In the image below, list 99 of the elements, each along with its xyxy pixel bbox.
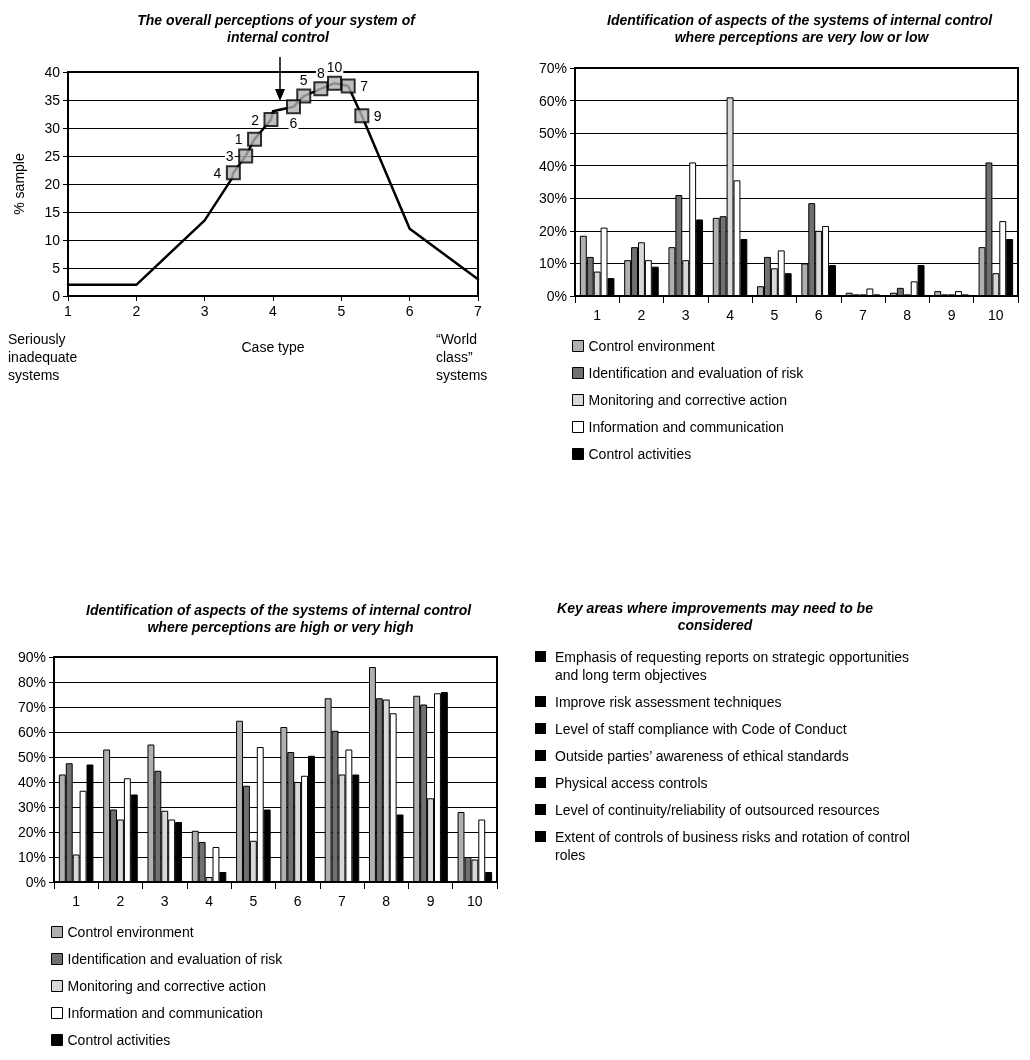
x-tick-label: 5 <box>770 307 779 323</box>
x-tick-label: 3 <box>160 893 169 909</box>
point <box>354 108 370 124</box>
chart-title: Identification of aspects of the systems of internal control where perceptions are high or very high <box>86 601 475 635</box>
annotation: 6 <box>289 114 298 131</box>
annotation: 9 <box>373 107 382 124</box>
text: Key areas where improvements may need to be considered <box>556 600 874 634</box>
y-tick-label: 50% <box>17 749 46 765</box>
legend-label: Control environment <box>67 924 194 940</box>
x-tick-label: 3 <box>681 307 690 323</box>
annotation: 2 <box>251 111 260 128</box>
y-tick-label: 25 <box>44 148 61 164</box>
y-tick-label: 10 <box>44 232 61 248</box>
y-tick-label: 60% <box>538 92 567 109</box>
text: Emphasis of requesting reports on strategic opportunities and long term objectives <box>555 648 911 684</box>
y-tick-label: 5 <box>52 260 61 276</box>
y-tick-label: 70% <box>17 699 46 715</box>
annotation: 5 <box>299 72 308 89</box>
point <box>286 99 301 115</box>
annotation: 10 <box>326 59 343 76</box>
y-tick-label: 50% <box>538 125 567 142</box>
chart-title: Identification of aspects of the systems of internal control where perceptions are very low or low <box>607 11 996 45</box>
y-tick-label: 10% <box>538 255 567 272</box>
text: Level of continuity/reliability of outsourced resources <box>555 801 880 819</box>
y-tick-label: 10% <box>17 849 46 865</box>
point <box>296 88 312 104</box>
text: Improve risk assessment techniques <box>555 693 782 711</box>
y-tick-label: 20 <box>44 176 61 192</box>
x-tick-label: 6 <box>814 307 823 323</box>
annotation: 3 <box>225 148 234 164</box>
y-tick-label: 20% <box>538 222 567 239</box>
x-tick-label: 3 <box>200 303 209 319</box>
y-tick-label: 35 <box>44 92 61 108</box>
point <box>313 81 329 97</box>
x-tick-label: 2 <box>116 893 125 909</box>
point <box>263 112 279 128</box>
y-tick-label: 30% <box>538 190 567 207</box>
legend-label: Monitoring and corrective action <box>67 978 266 994</box>
legend-label: Control activities <box>67 1032 171 1048</box>
point <box>327 75 342 91</box>
y-tick-label: 80% <box>17 674 46 690</box>
annotation: 8 <box>316 64 325 81</box>
x-tick-label: 7 <box>474 303 483 319</box>
legend-label: Information and communication <box>67 1005 263 1021</box>
y-tick-label: 70% <box>538 60 567 76</box>
text: Outside parties’ awareness of ethical standards <box>555 747 849 765</box>
y-tick-label: 20% <box>17 824 46 840</box>
x-tick-label: 2 <box>132 303 141 319</box>
y-tick-label: 90% <box>17 649 46 665</box>
text: Seriously inadequate systems <box>8 331 82 383</box>
text: Physical access controls <box>555 774 708 792</box>
legend-label: Information and communication <box>588 419 784 435</box>
x-tick-label: 4 <box>269 303 278 319</box>
x-tick-label: 2 <box>637 307 646 323</box>
y-tick-label: 40 <box>44 64 61 80</box>
x-tick-label: 4 <box>726 307 735 323</box>
text: Level of staff compliance with Code of Conduct <box>555 720 847 738</box>
legend-label: Identification and evaluation of risk <box>67 951 284 967</box>
x-tick-label: 1 <box>64 303 73 319</box>
y-tick-label: 60% <box>17 724 46 740</box>
x-tick-label: 4 <box>205 893 214 909</box>
x-tick-label: 1 <box>72 893 81 909</box>
x-tick-label: 10 <box>988 307 1004 323</box>
y-axis-title: % sample <box>11 153 27 215</box>
legend-label: Monitoring and corrective action <box>588 392 787 408</box>
x-tick-label: 8 <box>903 307 912 323</box>
text: Extent of controls of business risks and rotation of control roles <box>555 828 911 864</box>
annotation: 1 <box>234 131 243 148</box>
legend-label: Control environment <box>588 338 715 354</box>
x-tick-label: 9 <box>426 893 435 909</box>
point <box>238 148 254 164</box>
x-tick-label: 9 <box>947 307 956 323</box>
y-tick-label: 30 <box>44 120 61 136</box>
y-tick-label: 40% <box>538 157 567 174</box>
x-tick-label: 10 <box>467 893 483 909</box>
text: “World class” systems <box>436 331 488 383</box>
y-tick-label: 40% <box>17 774 46 790</box>
legend-label: Identification and evaluation of risk <box>588 365 805 381</box>
chart-title: The overall perceptions of your system of internal control <box>137 11 419 45</box>
x-tick-label: 7 <box>338 893 347 909</box>
legend-label: Control activities <box>588 446 692 462</box>
point <box>247 131 263 147</box>
y-tick-label: 0 <box>52 288 61 304</box>
annotation: 7 <box>360 78 369 94</box>
x-tick-label: 5 <box>249 893 258 909</box>
y-tick-label: 0% <box>25 874 46 890</box>
point <box>225 165 241 181</box>
x-tick-label: 7 <box>859 307 868 323</box>
x-tick-label: 6 <box>293 893 302 909</box>
x-tick-label: 6 <box>405 303 414 319</box>
y-tick-label: 30% <box>17 799 46 815</box>
x-tick-label: 8 <box>382 893 391 909</box>
y-tick-label: 0% <box>546 288 567 304</box>
x-tick-label: 1 <box>593 307 602 323</box>
x-tick-label: 5 <box>337 303 346 319</box>
point <box>340 78 356 94</box>
y-tick-label: 15 <box>44 204 61 220</box>
x-axis-title: Case type <box>241 339 305 355</box>
annotation: 4 <box>213 164 222 181</box>
